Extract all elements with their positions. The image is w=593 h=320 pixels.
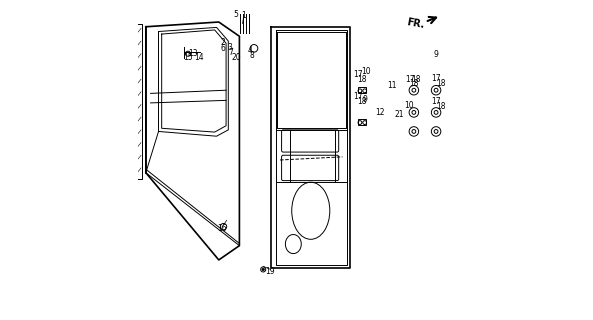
Text: 10: 10 — [404, 101, 414, 110]
Text: 18: 18 — [436, 79, 445, 88]
Circle shape — [262, 268, 264, 271]
Text: 17: 17 — [353, 92, 362, 101]
Text: 17: 17 — [431, 97, 441, 106]
Text: 8: 8 — [250, 51, 254, 60]
Text: 16: 16 — [217, 224, 227, 233]
Text: 20: 20 — [231, 53, 241, 62]
Text: 7: 7 — [229, 48, 234, 57]
Text: 6: 6 — [221, 44, 225, 53]
Text: 15: 15 — [183, 53, 193, 62]
Text: 9: 9 — [363, 95, 368, 104]
Text: 17: 17 — [431, 74, 441, 83]
Text: 18: 18 — [412, 75, 421, 84]
Text: 18: 18 — [436, 101, 445, 111]
Text: 12: 12 — [375, 108, 384, 117]
Text: 18: 18 — [358, 75, 367, 84]
Text: 13: 13 — [189, 49, 198, 58]
Text: 21: 21 — [395, 109, 404, 118]
Text: 19: 19 — [266, 267, 275, 276]
Text: 5: 5 — [234, 10, 238, 19]
Text: FR.: FR. — [406, 17, 425, 30]
Text: 9: 9 — [433, 50, 438, 59]
Text: 4: 4 — [248, 46, 253, 55]
Text: 14: 14 — [194, 53, 203, 62]
Text: 18: 18 — [409, 79, 419, 88]
Text: 11: 11 — [387, 81, 396, 90]
Text: 17: 17 — [405, 75, 415, 84]
Text: 2: 2 — [221, 38, 225, 47]
Text: 1: 1 — [241, 11, 246, 20]
Text: 17: 17 — [353, 70, 362, 79]
Text: 18: 18 — [358, 98, 367, 107]
Text: 3: 3 — [228, 43, 232, 52]
Text: 10: 10 — [362, 67, 371, 76]
